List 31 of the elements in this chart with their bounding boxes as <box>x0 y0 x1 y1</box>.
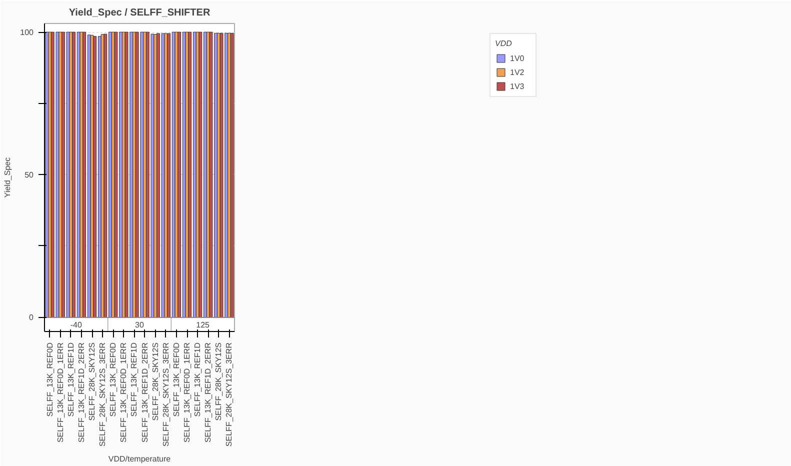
x-tick-label: SELFF_28K_SKY12S <box>150 342 160 421</box>
y-tick-label: 50 <box>24 170 34 180</box>
chart-title: Yield_Spec / SELFF_SHIFTER <box>68 8 211 18</box>
x-tick-label: SELFF_13K_REF0D <box>45 342 54 417</box>
legend-title: VDD <box>495 39 513 48</box>
x-tick-label: SELFF_28K_SKY12S <box>214 342 224 421</box>
x-tick-label: SELFF_13K_REF1D_2ERR <box>76 342 86 443</box>
x-tick-label: SELFF_13K_REF0D <box>108 342 118 417</box>
x-tick-label: SELFF_13K_REF0D <box>172 342 181 417</box>
x-tick-label: SELFF_13K_REF1D <box>130 342 139 417</box>
y-tick-label: 0 <box>29 313 34 322</box>
x-tick-label: SELFF_13K_REF1D_2ERR <box>204 342 213 443</box>
annotation: 30 <box>135 320 144 330</box>
annotation: 125 <box>196 320 210 330</box>
x-tick-label: SELFF_13K_REF1D_2ERR <box>140 342 150 443</box>
x-tick-label: SELFF_28K_SKY12S_3ERR <box>98 342 108 447</box>
legend-label: 1V3 <box>510 82 526 90</box>
legend-label: 1V2 <box>510 68 526 76</box>
x-axis-title: VDD/temperature <box>108 454 172 464</box>
x-tick-label: SELFF_13K_REF1D <box>193 342 202 417</box>
x-tick-label: SELFF_28K_SKY12S_3ERR <box>161 342 170 447</box>
x-tick-label: SELFF_13K_REF0D_1ERR <box>56 342 65 443</box>
x-tick-label: SELFF_13K_REF1D <box>66 342 76 417</box>
legend-label: 1V0 <box>510 54 526 62</box>
x-tick-label: SELFF_13K_REF0D_1ERR <box>119 342 128 443</box>
x-tick-label: SELFF_13K_REF0D_1ERR <box>182 342 192 443</box>
annotation: -40 <box>70 320 82 330</box>
y-axis-title: Yield_Spec <box>3 157 12 198</box>
x-tick-label: SELFF_28K_SKY12S <box>88 342 96 421</box>
y-tick-label: 100 <box>20 28 34 38</box>
x-tick-label: SELFF_28K_SKY12S_3ERR <box>224 342 234 447</box>
